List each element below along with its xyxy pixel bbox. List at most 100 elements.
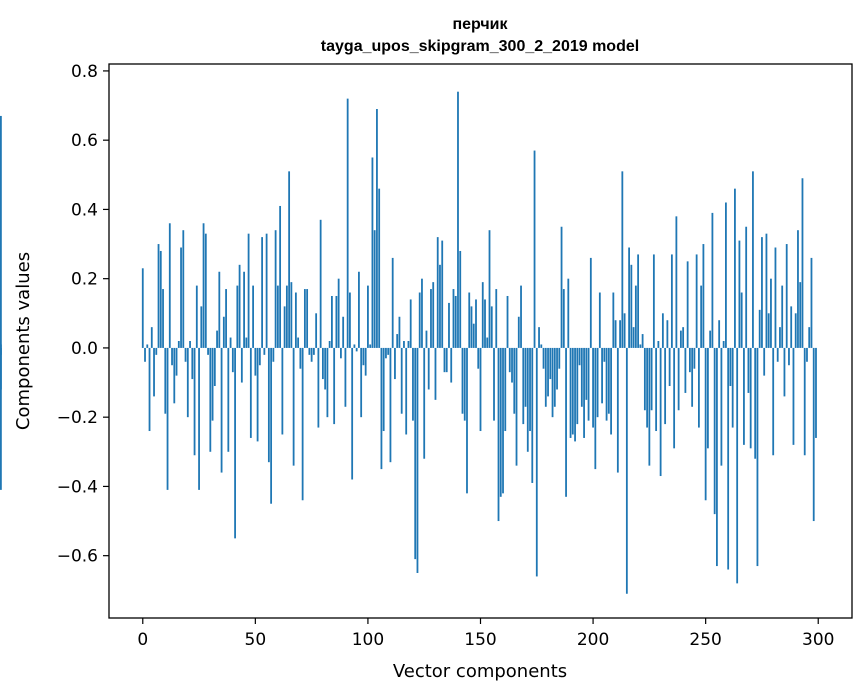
bar-component-115 [400,347,403,414]
bar-component-125 [423,347,426,459]
y-tick-label: −0.6 [57,547,98,567]
bar-component-292 [799,282,802,348]
bar-component-44 [240,347,243,383]
x-tick-label: 200 [577,630,609,650]
bar-component-43 [238,264,241,348]
bar-component-272 [754,347,757,459]
bar-component-267 [743,347,745,445]
bar-component-222 [641,334,644,348]
bar-component-118 [407,341,410,348]
bar-component-211 [616,347,619,473]
bar-component-58 [272,347,275,362]
bar-component-200 [592,347,594,428]
bar-component-153 [486,337,489,348]
bar-component-66 [290,282,293,348]
bar-component-61 [279,205,282,348]
bar-component-198 [587,347,590,421]
bar-component-274 [758,309,761,348]
bar-component-35 [220,347,223,473]
bar-component-90 [344,347,347,407]
bar-component-102 [371,157,374,348]
bar-component-220 [637,254,640,348]
bar-component-231 [661,313,664,348]
bar-component-116 [403,341,405,348]
bar-component-60 [276,285,279,348]
bar-component-216 [628,247,630,348]
bar-component-275 [761,237,763,348]
bar-component-158 [497,347,500,522]
bar-component-161 [504,347,507,432]
bar-component-97 [360,347,363,418]
bar-component-263 [734,188,736,348]
bar-component-71 [301,347,304,501]
bar-component-86 [335,295,338,348]
bar-component-80 [321,347,324,380]
bar-component-206 [605,347,608,421]
bar-component-88 [340,347,342,359]
bar-component-298 [812,347,815,522]
bar-component-246 [695,254,698,348]
bar-component-42 [236,285,239,348]
bar-component-26 [200,306,203,348]
bar-component-286 [785,244,788,348]
bar-component-207 [607,347,610,414]
bar-component-87 [337,278,340,348]
bar-component-30 [209,347,212,452]
bar-component-224 [646,347,649,428]
bar-component-8 [159,250,162,348]
bar-component-69 [297,337,300,348]
bar-component-150 [479,347,482,432]
bar-component-110 [389,347,392,463]
bar-component-62 [281,347,284,435]
bar-component-129 [432,282,435,348]
bar-component-73 [306,289,309,348]
bar-component-266 [740,292,743,348]
bar-component-112 [394,347,396,380]
bar-component-142 [461,347,464,414]
bar-component-22 [191,347,194,380]
bar-component-188 [565,347,567,497]
bar-component-93 [351,347,354,480]
bar-component-280 [772,347,775,456]
bar-component-127 [427,347,430,390]
bar-component-16 [177,341,180,348]
bar-component-172 [529,347,531,432]
bar-component-294 [803,347,806,456]
bar-component-89 [342,316,345,348]
bar-component-105 [378,188,381,348]
bar-component-24 [195,285,198,348]
bar-component-281 [774,247,777,348]
bar-component-130 [434,347,437,400]
bar-component-23 [193,347,196,456]
bar-component-106 [380,347,383,470]
bar-component-295 [806,347,808,362]
bar-component-79 [319,219,322,348]
bar-component-37 [225,289,227,348]
bar-component-240 [682,327,685,348]
bar-component-214 [623,313,626,348]
bar-component-201 [594,347,597,470]
bar-component-223 [643,347,646,411]
bar-component-235 [670,254,673,348]
bar-component-268 [745,226,748,348]
x-axis: 0 50 100 150 200 250 300 [137,618,834,650]
bar-component-264 [736,347,739,584]
bar-component-82 [326,347,329,418]
bar-component-193 [576,347,579,425]
x-tick-label: 100 [352,630,384,650]
bar-component-85 [333,347,336,425]
bar-component-77 [315,313,318,348]
bar-component-136 [448,302,450,348]
x-tick-label: 50 [245,630,267,650]
bar-component-191 [571,347,574,435]
bar-component-241 [684,347,687,393]
bar-component-undefined [0,347,2,490]
bar-component-123 [418,292,421,348]
bar-component-100 [367,285,369,348]
bar-component-187 [562,289,565,348]
bar-component-217 [630,264,633,348]
bar-component-68 [294,292,297,348]
bar-component-244 [691,347,694,407]
bar-component-13 [171,347,173,366]
bar-component-271 [752,171,754,348]
